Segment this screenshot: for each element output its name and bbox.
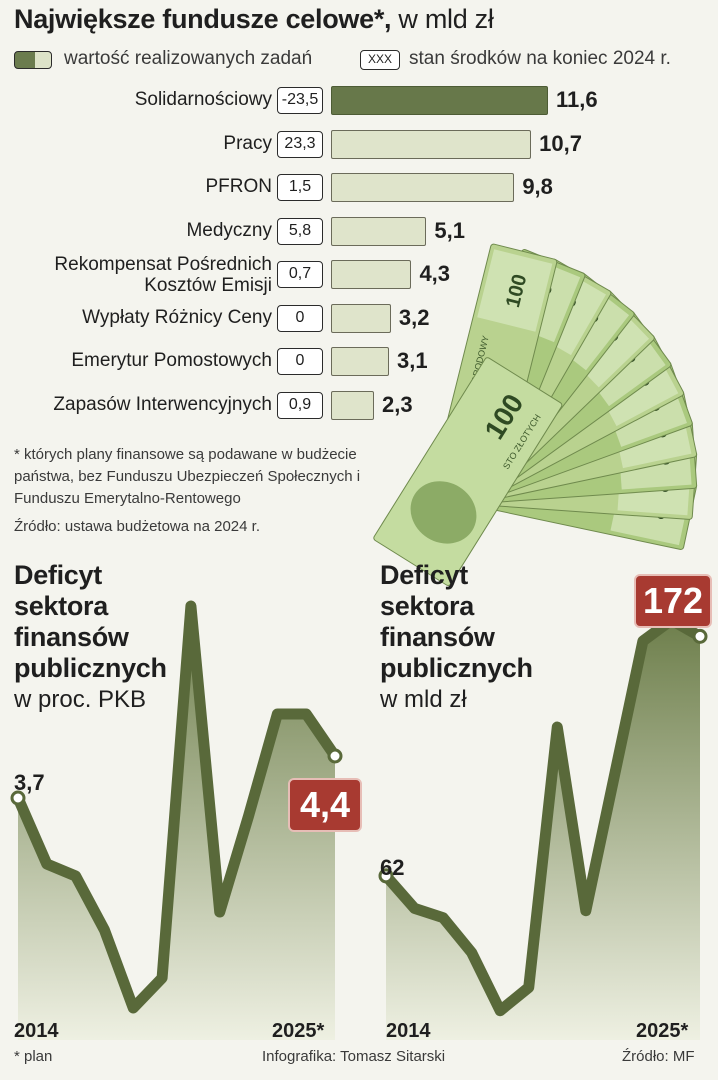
- banknote-front-denomination: 100: [478, 389, 529, 445]
- banknote-denomination: 100: [525, 280, 558, 319]
- fund-balance-box: 0: [277, 348, 323, 375]
- banknote: 100 NARODOWY: [472, 438, 698, 550]
- fund-balance-box: 0,7: [277, 261, 323, 288]
- chart-2-first-value: 62: [380, 855, 405, 880]
- banknote-denomination: 100: [585, 323, 624, 362]
- fund-balance-box: 5,8: [277, 218, 323, 245]
- title-unit: w mld zł: [391, 4, 494, 34]
- chart-1-x-start: 2014: [14, 1020, 59, 1042]
- banknote: 100 NARODOWY: [477, 436, 698, 520]
- fund-value-label: 3,1: [396, 348, 428, 373]
- fund-balance-box: -23,5: [277, 87, 323, 114]
- fund-name: Solidarnościowy: [134, 89, 272, 110]
- fund-value-label: 5,1: [434, 218, 465, 243]
- banknote-denomination: 100: [625, 393, 664, 425]
- fund-balance-box: 23,3: [277, 131, 323, 158]
- fund-value-label: 3,2: [398, 305, 430, 330]
- infographic-credit: Infografika: Tomasz Sitarski: [262, 1048, 446, 1065]
- fund-value-label: 10,7: [539, 131, 582, 156]
- banknote-denomination: 100: [567, 306, 605, 346]
- chart-2-subtitle: w mld zł: [380, 686, 467, 713]
- banknote-front-text: STO ZŁOTYCH: [501, 412, 543, 471]
- fund-balance-box: 1,5: [277, 174, 323, 201]
- banknote-portrait: [410, 481, 477, 544]
- banknote-text: NARODOWY: [544, 421, 599, 442]
- banknote-denomination: 100: [614, 367, 654, 402]
- fund-value-label: 4,3: [419, 261, 451, 286]
- chart-2-last-value-badge: 172: [634, 574, 712, 628]
- fund-name: Rekompensat Pośrednich Kosztów Emisji: [54, 254, 272, 296]
- fund-bar: [331, 86, 548, 115]
- banknote-text: NARODOWY: [538, 403, 592, 431]
- chart-1-point: [327, 748, 343, 764]
- fund-name: Zapasów Interwencyjnych: [53, 394, 272, 415]
- banknote-text: NARODOWY: [468, 335, 491, 390]
- fund-balance-box: 0,9: [277, 392, 323, 419]
- fund-name: Wypłaty Różnicy Ceny: [82, 307, 272, 328]
- banknote-denomination: 100: [633, 419, 670, 447]
- banknote-denomination: 100: [637, 473, 672, 497]
- chart-1-x-end: 2025*: [272, 1020, 325, 1042]
- fund-bar: [331, 347, 389, 376]
- banknote-denomination: 100: [502, 272, 531, 310]
- banknote-denomination: 100: [637, 447, 672, 471]
- fund-value-label: 11,6: [556, 87, 598, 112]
- banknote-text: NARODOWY: [522, 373, 572, 413]
- legend-box-label: stan środków na koniec 2024 r.: [409, 48, 671, 69]
- banknote-text: NARODOWY: [548, 439, 603, 453]
- chart-2-point: [692, 628, 708, 644]
- legend-box-swatch: XXX: [360, 50, 400, 70]
- banknote-text: NARODOWY: [480, 338, 510, 392]
- chart-2-title: Deficyt sektora finansów publicznych: [380, 560, 533, 683]
- fund-value-label: 2,3: [382, 392, 413, 417]
- fund-bar: [331, 260, 412, 289]
- chart-1-subtitle: w proc. PKB: [14, 686, 147, 713]
- chart-2-x-start: 2014: [386, 1020, 431, 1042]
- banknote-text: NARODOWY: [512, 361, 558, 406]
- chart-1-last-value-badge: 4,4: [288, 778, 362, 832]
- footnote: * których plany finansowe są podawane w …: [14, 446, 361, 507]
- banknote-text: NARODOWY: [491, 343, 527, 395]
- chart-1-first-value: 3,7: [14, 770, 45, 795]
- banknote-denomination: 100: [601, 344, 641, 381]
- legend-bar-label: wartość realizowanych zadań: [64, 48, 313, 69]
- banknote-denomination: 100: [632, 496, 669, 524]
- fund-name: Medyczny: [186, 220, 272, 241]
- title-bold: Największe fundusze celowe*,: [14, 4, 392, 34]
- fund-name: PFRON: [205, 176, 273, 197]
- chart-1-title: Deficyt sektora finansów publicznych: [14, 560, 167, 683]
- fund-bar: [331, 217, 427, 246]
- legend-bar-swatch: [14, 51, 52, 69]
- fund-bar: [331, 304, 391, 333]
- plan-note: * plan: [14, 1048, 53, 1065]
- chart-source: Źródło: MF: [622, 1048, 695, 1065]
- banknote-text: NARODOWY: [551, 454, 606, 468]
- chart-2-x-end: 2025*: [636, 1020, 689, 1042]
- banknote-text: NARODOWY: [551, 465, 606, 486]
- banknote-text: NARODOWY: [502, 351, 543, 400]
- fund-bar: [331, 173, 515, 202]
- fund-name: Emerytur Pomostowych: [71, 350, 272, 371]
- fund-bar: [331, 130, 532, 159]
- fund-bar: [331, 391, 375, 420]
- source-note: Źródło: ustawa budżetowa na 2024 r.: [14, 518, 260, 535]
- fund-balance-box: 0: [277, 305, 323, 332]
- banknote-denomination: 100: [546, 291, 582, 331]
- fund-name: Pracy: [223, 133, 272, 154]
- banknote: 100 NARODOWY: [477, 420, 698, 504]
- banknote-text: NARODOWY: [530, 388, 582, 422]
- page-title: Największe fundusze celowe*, w mld zł: [14, 4, 494, 35]
- fund-value-label: 9,8: [522, 174, 553, 199]
